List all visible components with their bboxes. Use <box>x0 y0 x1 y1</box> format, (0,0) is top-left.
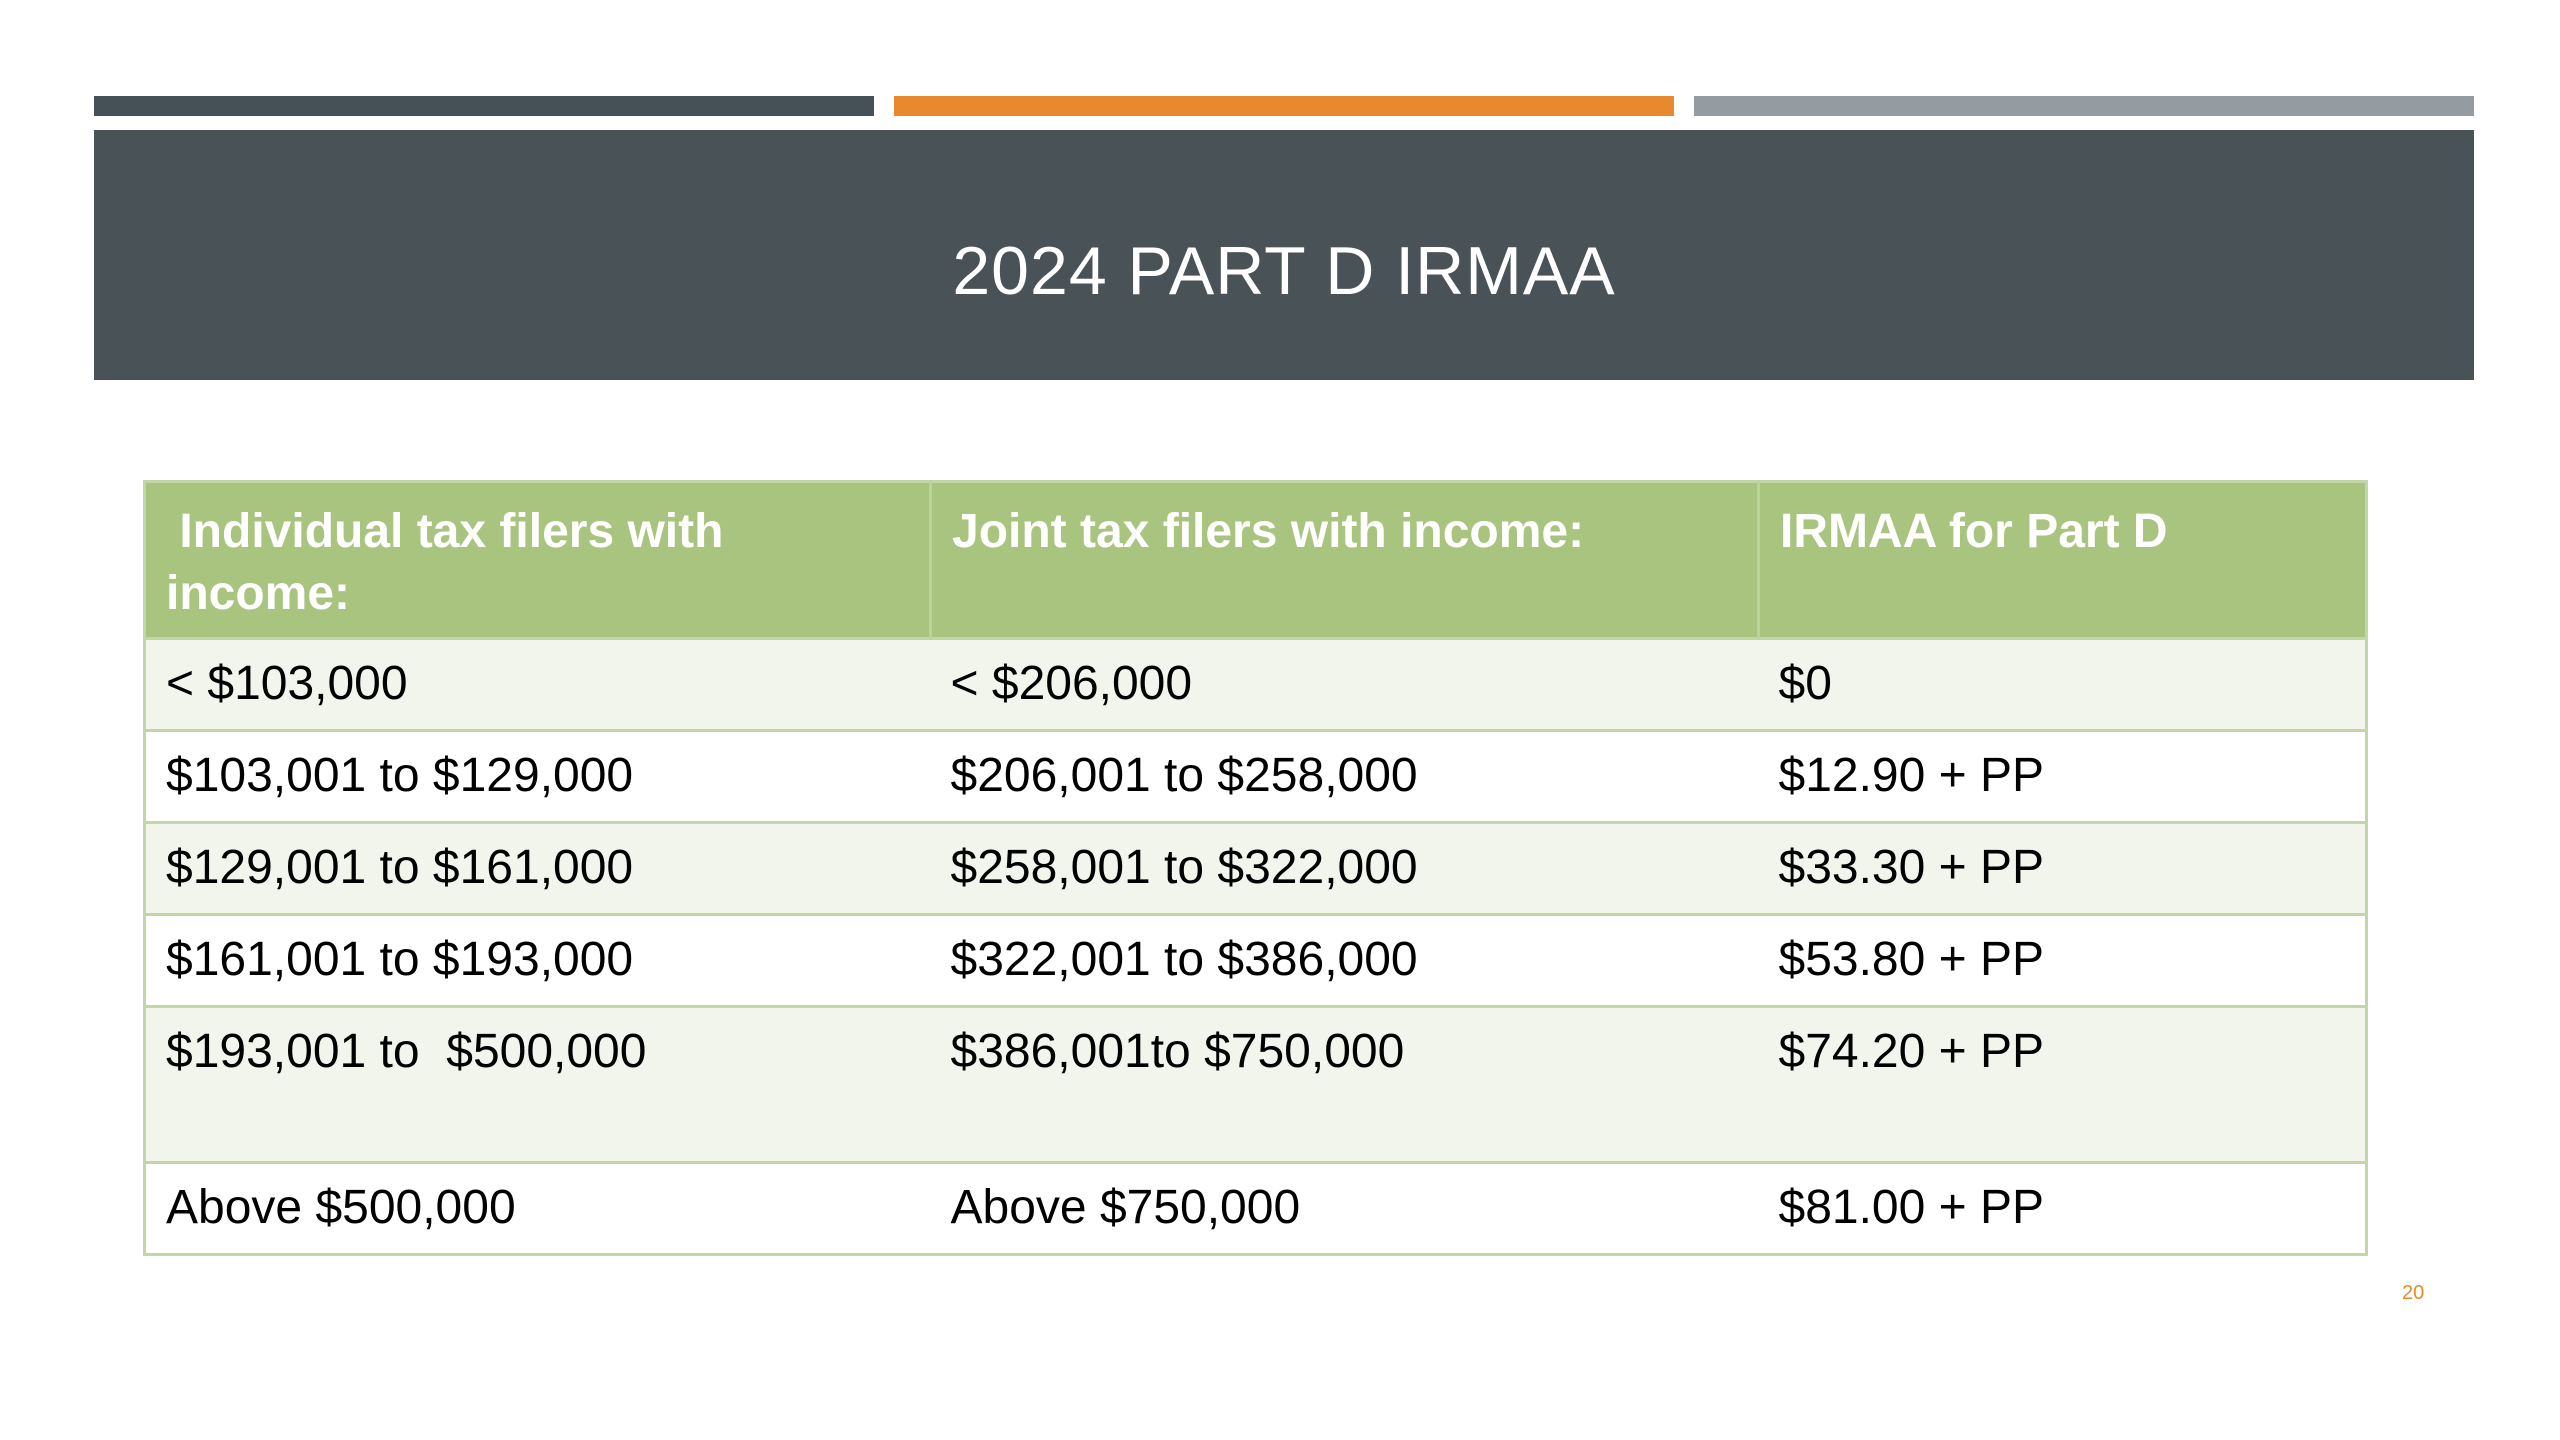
cell-irmaa: $81.00 + PP <box>1758 1161 2367 1255</box>
cell-irmaa: $12.90 + PP <box>1758 729 2367 823</box>
accent-bar-dark <box>94 96 874 116</box>
accent-bar-gray <box>1694 96 2474 116</box>
cell-joint: $258,001 to $322,000 <box>930 821 1759 915</box>
cell-joint: Above $750,000 <box>930 1161 1759 1255</box>
header-individual: Individual tax filers with income: <box>144 481 932 639</box>
table-row: $103,001 to $129,000 $206,001 to $258,00… <box>144 729 2367 823</box>
irmaa-table: Individual tax filers with income: Joint… <box>143 480 2368 1256</box>
table-row: $161,001 to $193,000 $322,001 to $386,00… <box>144 913 2367 1007</box>
cell-joint: $322,001 to $386,000 <box>930 913 1759 1007</box>
cell-irmaa: $0 <box>1758 637 2367 731</box>
table-header-row: Individual tax filers with income: Joint… <box>144 481 2367 639</box>
cell-individual: Above $500,000 <box>144 1161 931 1255</box>
cell-irmaa: $74.20 + PP <box>1758 1005 2367 1163</box>
table-row: $193,001 to $500,000 $386,001to $750,000… <box>144 1005 2367 1163</box>
slide-title: 2024 PART D IRMAA <box>952 233 1616 309</box>
cell-individual: $129,001 to $161,000 <box>144 821 931 915</box>
cell-individual: < $103,000 <box>144 637 931 731</box>
table-row: $129,001 to $161,000 $258,001 to $322,00… <box>144 821 2367 915</box>
accent-bar-orange <box>894 96 1674 116</box>
cell-joint: < $206,000 <box>930 637 1759 731</box>
page-number: 20 <box>2402 1282 2425 1304</box>
cell-irmaa: $53.80 + PP <box>1758 913 2367 1007</box>
cell-joint: $206,001 to $258,000 <box>930 729 1759 823</box>
cell-individual: $161,001 to $193,000 <box>144 913 931 1007</box>
header-irmaa: IRMAA for Part D <box>1758 481 2367 639</box>
cell-joint: $386,001to $750,000 <box>930 1005 1759 1163</box>
cell-individual: $103,001 to $129,000 <box>144 729 931 823</box>
header-joint: Joint tax filers with income: <box>930 481 1760 639</box>
cell-individual: $193,001 to $500,000 <box>144 1005 931 1163</box>
table-row: Above $500,000 Above $750,000 $81.00 + P… <box>144 1161 2367 1255</box>
title-banner: 2024 PART D IRMAA <box>94 130 2474 380</box>
table-row: < $103,000 < $206,000 $0 <box>144 637 2367 731</box>
cell-irmaa: $33.30 + PP <box>1758 821 2367 915</box>
